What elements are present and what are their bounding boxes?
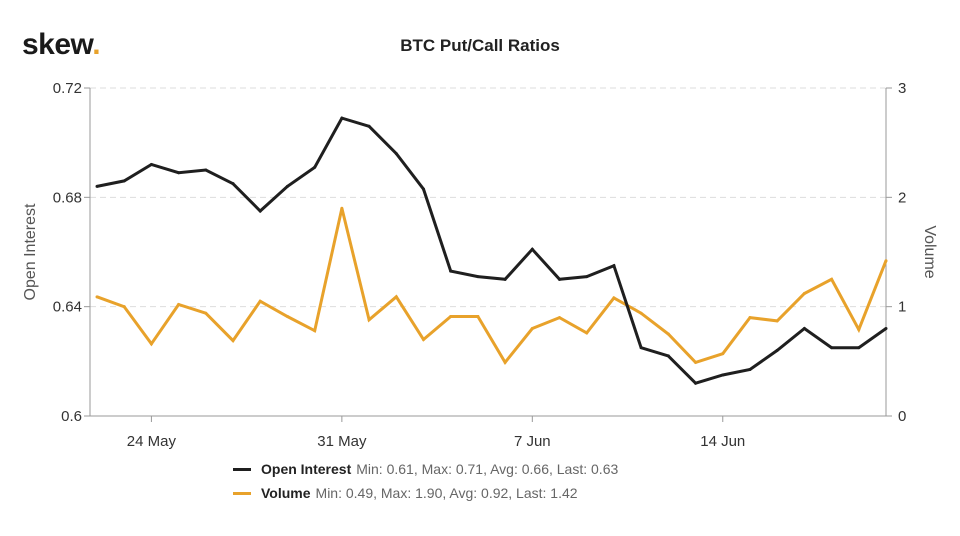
y-right-tick-label: 1	[898, 299, 906, 316]
y-left-tick-label: 0.72	[53, 80, 82, 97]
x-tick-label: 24 May	[127, 433, 177, 450]
data-point	[394, 295, 398, 299]
data-point	[258, 299, 262, 303]
data-point	[95, 295, 99, 299]
series-line-open-interest	[96, 116, 887, 385]
data-point	[884, 327, 888, 331]
data-point	[177, 302, 181, 306]
series-line-volume	[96, 207, 888, 366]
data-point	[775, 348, 779, 352]
data-point	[530, 247, 534, 251]
data-point	[694, 360, 698, 364]
data-point	[394, 152, 398, 156]
data-point	[177, 171, 181, 175]
data-point	[639, 311, 643, 315]
data-point	[558, 316, 562, 320]
x-tick-label: 7 Jun	[514, 433, 551, 450]
data-point	[231, 182, 235, 186]
data-point	[503, 360, 507, 364]
y-right-tick-label: 0	[898, 408, 906, 425]
legend-swatch	[233, 491, 251, 495]
data-point	[694, 381, 698, 385]
data-point	[585, 331, 589, 335]
data-point	[367, 318, 371, 322]
data-point	[367, 124, 371, 128]
data-point	[666, 332, 670, 336]
y-right-tick-label: 3	[898, 80, 906, 97]
skew-logo: skew.	[22, 28, 101, 61]
x-tick-label: 14 Jun	[700, 433, 745, 450]
data-point	[204, 168, 208, 172]
data-point	[666, 354, 670, 358]
legend-stats: Min: 0.49, Max: 1.90, Avg: 0.92, Last: 1…	[315, 485, 578, 501]
data-point	[748, 368, 752, 372]
data-point	[204, 311, 208, 315]
data-point	[612, 296, 616, 300]
data-point	[830, 346, 834, 350]
data-point	[884, 259, 888, 263]
data-point	[449, 269, 453, 273]
data-point	[122, 305, 126, 309]
data-point	[639, 346, 643, 350]
data-point	[449, 315, 453, 319]
legend-label: Open Interest	[261, 461, 352, 477]
data-point	[149, 342, 153, 346]
data-point	[748, 316, 752, 320]
legend-stats: Min: 0.61, Max: 0.71, Avg: 0.66, Last: 0…	[356, 461, 619, 477]
data-point	[95, 184, 99, 188]
data-point	[585, 275, 589, 279]
data-point	[476, 315, 480, 319]
data-point	[231, 339, 235, 343]
legend-label: Volume	[261, 485, 311, 501]
data-point	[558, 277, 562, 281]
data-point	[313, 329, 317, 333]
data-point	[340, 206, 344, 210]
data-point	[802, 292, 806, 296]
data-point	[421, 337, 425, 341]
data-point	[721, 373, 725, 377]
legend-item-volume[interactable]: Volume Min: 0.49, Max: 1.90, Avg: 0.92, …	[233, 485, 578, 501]
y-left-tick-label: 0.68	[53, 189, 82, 206]
data-point	[802, 327, 806, 331]
y-left-tick-label: 0.64	[53, 299, 82, 316]
data-point	[775, 319, 779, 323]
chart-title: BTC Put/Call Ratios	[400, 36, 560, 55]
data-point	[258, 209, 262, 213]
data-point	[476, 275, 480, 279]
legend-swatch	[233, 467, 251, 471]
data-point	[340, 116, 344, 120]
data-point	[122, 179, 126, 183]
data-point	[612, 264, 616, 268]
y-left-axis-label: Open Interest	[22, 203, 39, 301]
x-tick-label: 31 May	[317, 433, 367, 450]
data-point	[503, 277, 507, 281]
data-point	[313, 165, 317, 169]
data-point	[830, 277, 834, 281]
data-point	[721, 352, 725, 356]
data-point	[285, 315, 289, 319]
y-left-tick-label: 0.6	[61, 408, 82, 425]
data-point	[857, 328, 861, 332]
data-point	[149, 163, 153, 167]
data-point	[530, 327, 534, 331]
legend-item-open-interest[interactable]: Open Interest Min: 0.61, Max: 0.71, Avg:…	[233, 461, 618, 477]
data-point	[285, 184, 289, 188]
data-point	[857, 346, 861, 350]
data-point	[421, 187, 425, 191]
y-right-axis-label: Volume	[921, 225, 938, 278]
y-right-tick-label: 2	[898, 189, 906, 206]
